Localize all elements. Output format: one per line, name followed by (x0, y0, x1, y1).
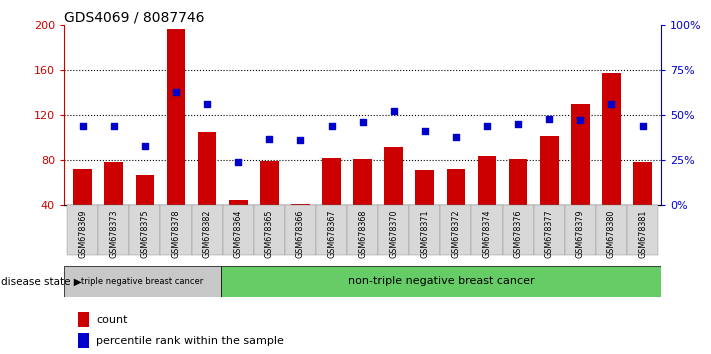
Bar (440, 205, 471, 255)
Text: triple negative breast cancer: triple negative breast cancer (82, 277, 203, 286)
Bar (260, 161, 279, 205)
Point (637, 123, 648, 129)
Point (108, 123, 119, 129)
Bar (415, 170, 434, 205)
Point (357, 119, 368, 125)
Bar (478, 156, 496, 205)
Text: count: count (96, 315, 127, 325)
Bar (223, 205, 254, 255)
Bar (596, 205, 627, 255)
Text: GSM678365: GSM678365 (264, 209, 274, 258)
Bar (98, 205, 129, 255)
Bar (254, 205, 285, 255)
Point (264, 136, 275, 141)
Text: GSM678371: GSM678371 (420, 209, 429, 258)
Bar (540, 137, 559, 205)
Bar (136, 175, 154, 205)
Text: GSM678366: GSM678366 (296, 209, 305, 258)
Text: GSM678369: GSM678369 (78, 209, 87, 258)
Bar (221, 266, 661, 297)
Point (606, 101, 617, 107)
Point (543, 116, 555, 121)
Text: GSM678367: GSM678367 (327, 209, 336, 258)
Bar (229, 200, 247, 205)
Bar (64, 266, 221, 297)
Bar (410, 205, 440, 255)
Point (294, 137, 306, 143)
Text: GSM678370: GSM678370 (389, 209, 398, 258)
Bar (347, 205, 378, 255)
Bar (534, 205, 565, 255)
Text: disease state ▶: disease state ▶ (1, 276, 82, 286)
Point (77, 123, 88, 129)
Point (326, 123, 337, 129)
Point (419, 129, 431, 134)
Text: percentile rank within the sample: percentile rank within the sample (96, 336, 284, 346)
Point (450, 134, 461, 139)
Bar (316, 205, 347, 255)
Text: GSM678381: GSM678381 (638, 209, 647, 258)
Bar (161, 205, 191, 255)
Text: GSM678368: GSM678368 (358, 209, 367, 258)
Bar (73, 169, 92, 205)
Text: GSM678379: GSM678379 (576, 209, 585, 258)
Bar (67, 205, 98, 255)
Bar (129, 205, 161, 255)
Point (201, 101, 213, 107)
Bar (503, 205, 534, 255)
Point (232, 159, 244, 165)
Bar (378, 205, 410, 255)
Text: GSM678376: GSM678376 (513, 209, 523, 258)
Bar (191, 205, 223, 255)
Point (481, 123, 493, 129)
Text: GSM678380: GSM678380 (607, 209, 616, 258)
Bar (322, 158, 341, 205)
Bar (509, 159, 528, 205)
Bar (385, 147, 403, 205)
Text: GSM678375: GSM678375 (140, 209, 149, 258)
Bar (353, 159, 372, 205)
Text: GDS4069 / 8087746: GDS4069 / 8087746 (64, 11, 205, 25)
Bar (285, 205, 316, 255)
Bar (447, 169, 465, 205)
Bar (78, 333, 89, 348)
Point (139, 143, 151, 149)
Bar (198, 132, 216, 205)
Bar (571, 104, 589, 205)
Point (574, 118, 586, 123)
Bar (291, 204, 310, 205)
Point (170, 89, 181, 95)
Bar (105, 162, 123, 205)
Text: GSM678373: GSM678373 (109, 209, 118, 258)
Text: GSM678382: GSM678382 (203, 209, 212, 258)
Bar (471, 205, 503, 255)
Bar (634, 162, 652, 205)
Bar (78, 312, 89, 327)
Bar (627, 205, 658, 255)
Bar (166, 29, 186, 205)
Text: GSM678374: GSM678374 (483, 209, 491, 258)
Text: GSM678377: GSM678377 (545, 209, 554, 258)
Point (388, 109, 400, 114)
Text: GSM678378: GSM678378 (171, 209, 181, 258)
Text: GSM678372: GSM678372 (451, 209, 461, 258)
Text: GSM678364: GSM678364 (234, 209, 242, 258)
Text: non-triple negative breast cancer: non-triple negative breast cancer (348, 276, 535, 286)
Point (513, 121, 524, 127)
Bar (565, 205, 596, 255)
Bar (602, 73, 621, 205)
